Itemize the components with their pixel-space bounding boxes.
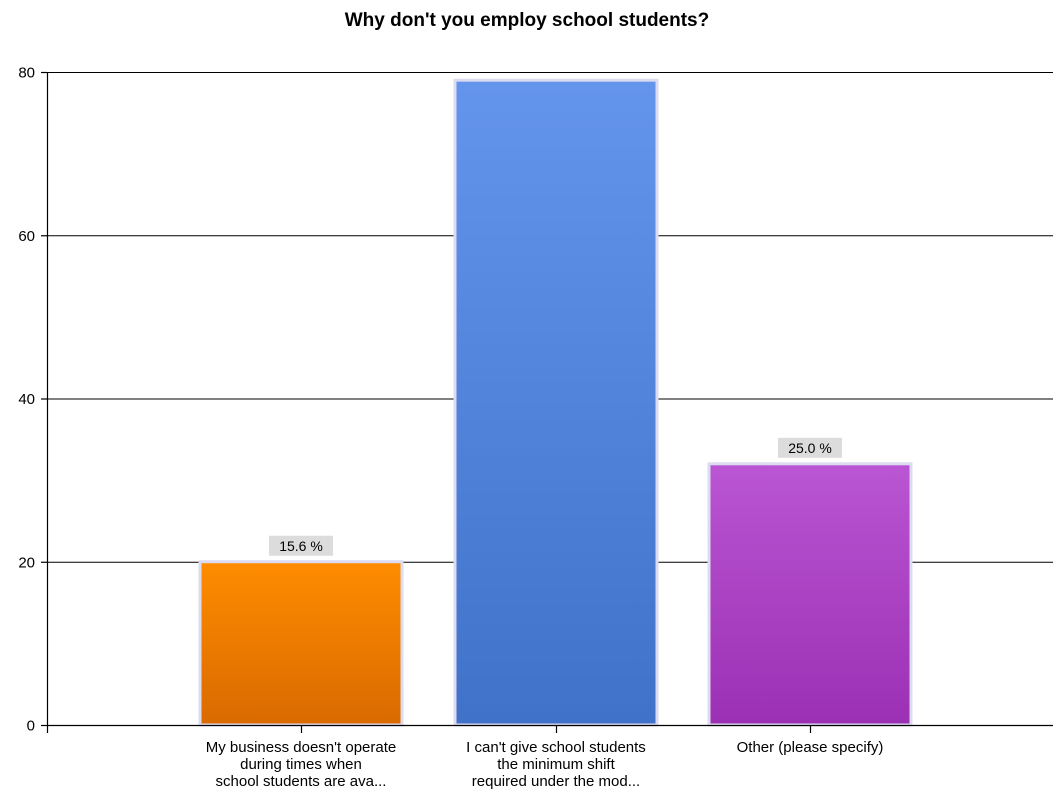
y-tick-label: 80 [18, 65, 35, 82]
data-label: 25.0 % [788, 440, 832, 456]
axes: 0 20 40 60 80 [18, 65, 1053, 735]
category-labels: My business doesn't operate during times … [206, 739, 884, 790]
y-tick-label: 40 [18, 391, 35, 408]
y-tick-label: 0 [27, 718, 35, 735]
category-label: My business doesn't operate during times … [206, 739, 396, 790]
bar [198, 560, 404, 727]
data-label-background [269, 535, 333, 556]
data-label-background [778, 437, 842, 458]
category-label: Other (please specify) [737, 739, 884, 756]
y-tick-label: 60 [18, 228, 35, 245]
data-labels: 15.6 % 25.0 % [269, 437, 842, 556]
bar [453, 78, 659, 727]
bars [198, 78, 913, 727]
data-label: 15.6 % [279, 538, 323, 554]
chart-title: Why don't you employ school students? [345, 10, 709, 31]
category-label: I can't give school students the minimum … [466, 739, 646, 790]
y-tick-label: 20 [18, 554, 35, 571]
bar [707, 462, 913, 727]
